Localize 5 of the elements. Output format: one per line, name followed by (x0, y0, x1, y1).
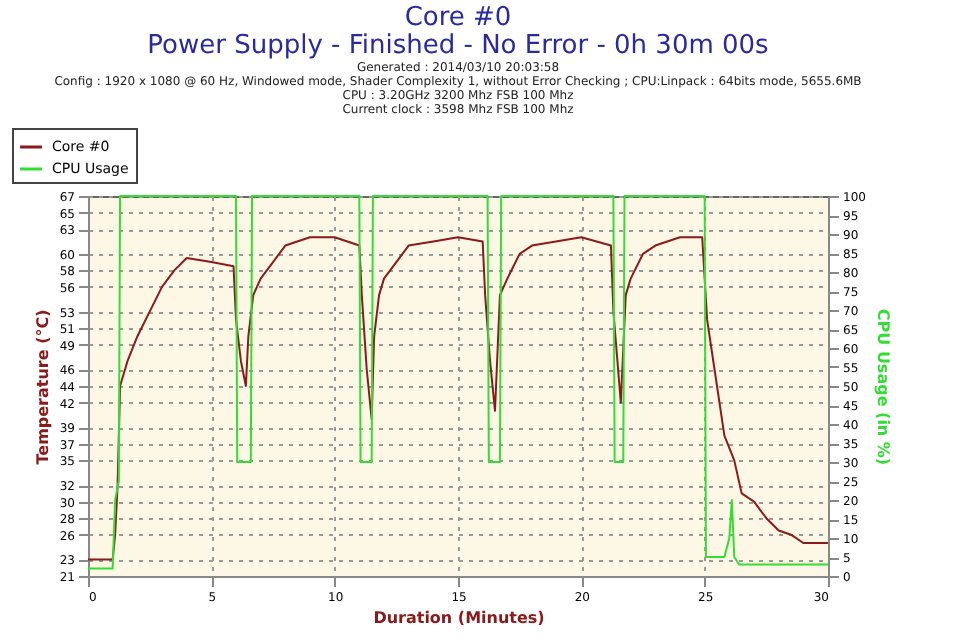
y2-axis-title: CPU Usage (in %) (873, 308, 892, 466)
y-axis-title: Temperature (°C) (33, 309, 52, 465)
chart-title: Core #0 (404, 3, 512, 33)
x-axis-title: Duration (Minutes) (373, 609, 545, 627)
chart-subtitle: Power Supply - Finished - No Error - 0h 30m 00s (147, 31, 770, 61)
